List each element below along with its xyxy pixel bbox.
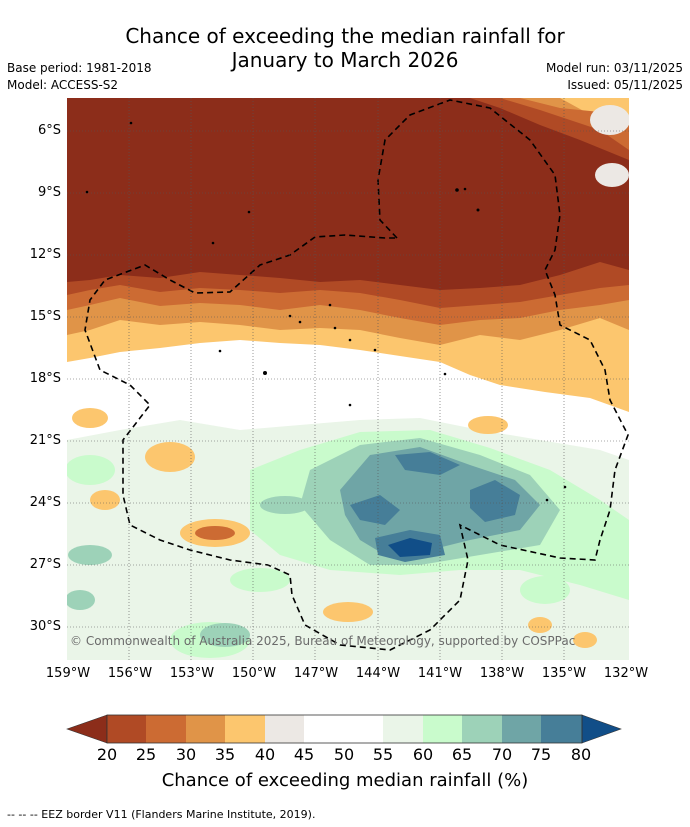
map-field xyxy=(67,98,629,660)
colorbar-tick: 60 xyxy=(412,745,434,764)
lat-label: 6°S xyxy=(37,123,61,138)
colorbar-tick: 55 xyxy=(372,745,394,764)
gridlines xyxy=(67,98,629,660)
band-75-80 xyxy=(470,480,520,522)
copyright-text: © Commonwealth of Australia 2025, Bureau… xyxy=(70,634,576,648)
issued-text: Issued: 05/11/2025 xyxy=(567,78,683,92)
colorbar-swatch xyxy=(502,715,542,743)
colorbar-swatch xyxy=(186,715,226,743)
neutral-patch xyxy=(590,105,629,135)
band-below-20 xyxy=(67,98,629,290)
meta-right: Model run: 03/11/2025 Issued: 05/11/2025 xyxy=(546,60,683,94)
colorbar-high-arrow xyxy=(581,714,622,744)
green-patch xyxy=(230,568,290,592)
lon-label: 150°W xyxy=(231,666,277,681)
band-75-80 xyxy=(395,452,460,475)
dry-patch xyxy=(528,617,552,633)
colorbar-tick: 45 xyxy=(293,745,315,764)
green-patch-mid xyxy=(68,545,112,565)
colorbar-swatch xyxy=(344,715,384,743)
dry-patch xyxy=(145,442,195,472)
dry-patch xyxy=(72,408,108,428)
lat-label: 30°S xyxy=(29,619,61,634)
colorbar-swatch xyxy=(423,715,463,743)
lat-label: 27°S xyxy=(29,557,61,572)
colorbar-frame xyxy=(106,714,583,744)
colorbar-swatch xyxy=(383,715,423,743)
lon-label: 138°W xyxy=(479,666,525,681)
colorbar-tick: 80 xyxy=(570,745,592,764)
lon-label: 132°W xyxy=(603,666,649,681)
eez-border-line xyxy=(84,99,629,651)
band-75-80 xyxy=(350,495,400,525)
lat-label: 21°S xyxy=(29,433,61,448)
chart-title: Chance of exceeding the median rainfall … xyxy=(0,24,690,72)
colorbar-swatch xyxy=(146,715,186,743)
model-run-text: Model run: 03/11/2025 xyxy=(545,61,683,75)
colorbar-tick: 75 xyxy=(530,745,552,764)
colorbar-tick: 40 xyxy=(254,745,276,764)
lat-label: 12°S xyxy=(29,247,61,262)
lon-label: 141°W xyxy=(417,666,463,681)
green-patch-mid xyxy=(260,496,310,514)
lat-label: 24°S xyxy=(29,495,61,510)
colorbar-tick: 70 xyxy=(491,745,513,764)
neutral-patch xyxy=(595,163,629,187)
colorbar-swatch xyxy=(304,715,344,743)
title-line-2: January to March 2026 xyxy=(231,48,459,72)
dry-patch xyxy=(90,490,120,510)
island-markers xyxy=(85,121,567,502)
dry-patch xyxy=(468,416,508,434)
eez-footnote: -- -- -- EEZ border V11 (Flanders Marine… xyxy=(7,808,316,821)
lon-label: 159°W xyxy=(45,666,91,681)
colorbar-tick: 35 xyxy=(214,745,236,764)
colorbar-swatch xyxy=(265,715,305,743)
colorbar-label: Chance of exceeding median rainfall (%) xyxy=(161,770,529,791)
lon-label: 153°W xyxy=(169,666,215,681)
lon-label: 156°W xyxy=(107,666,153,681)
colorbar-tick: 50 xyxy=(333,745,355,764)
model-text: Model: ACCESS-S2 xyxy=(7,78,119,92)
dry-patch-strong xyxy=(195,526,235,540)
lon-label: 147°W xyxy=(293,666,339,681)
colorbar-swatch xyxy=(107,715,147,743)
green-patch xyxy=(520,576,570,604)
lon-label: 144°W xyxy=(355,666,401,681)
band-above-80 xyxy=(388,538,432,557)
meta-left: Base period: 1981-2018 Model: ACCESS-S2 xyxy=(7,60,152,94)
lat-label: 9°S xyxy=(37,185,61,200)
colorbar-tick: 20 xyxy=(96,745,118,764)
dry-patch xyxy=(573,632,597,648)
colorbar-swatch xyxy=(462,715,502,743)
lon-label: 135°W xyxy=(541,666,587,681)
lat-label: 18°S xyxy=(29,371,61,386)
colorbar-low-arrow xyxy=(66,714,108,744)
green-patch-mid xyxy=(67,590,95,610)
colorbar-swatch xyxy=(225,715,265,743)
band-70-75 xyxy=(340,447,540,558)
colorbar-swatch xyxy=(541,715,582,743)
dry-patch xyxy=(323,602,373,622)
colorbar xyxy=(66,714,622,744)
colorbar-tick: 25 xyxy=(135,745,157,764)
colorbar-tick: 30 xyxy=(175,745,197,764)
colorbar-tick: 65 xyxy=(451,745,473,764)
title-line-1: Chance of exceeding the median rainfall … xyxy=(125,24,565,48)
base-period-text: Base period: 1981-2018 xyxy=(7,61,152,75)
green-patch-mid xyxy=(200,623,250,647)
green-patch xyxy=(67,455,115,485)
lat-label: 15°S xyxy=(29,309,61,324)
